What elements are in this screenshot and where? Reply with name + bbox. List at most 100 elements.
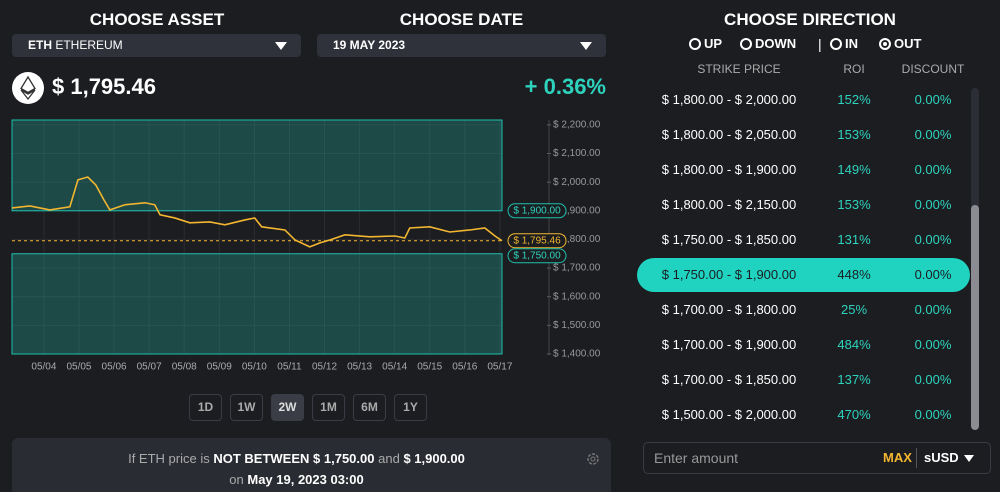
strike-price: $ 1,700.00 - $ 1,800.00 xyxy=(661,302,797,317)
table-header: ROI xyxy=(843,62,865,76)
strike-price: $ 1,800.00 - $ 1,900.00 xyxy=(661,162,797,177)
outside-range-box xyxy=(11,253,503,355)
date-value: 19 MAY 2023 xyxy=(333,38,406,52)
amount-placeholder: Enter amount xyxy=(654,450,739,466)
table-header: DISCOUNT xyxy=(901,62,965,76)
x-tick-label: 05/17 xyxy=(487,362,512,373)
outside-range-box xyxy=(11,119,503,212)
roi: 484% xyxy=(837,337,871,352)
scroll-thumb[interactable] xyxy=(971,205,979,430)
x-tick-label: 05/16 xyxy=(452,362,477,373)
amount-input[interactable]: Enter amount MAX sUSD xyxy=(643,442,991,474)
roi: 25% xyxy=(840,302,868,317)
x-tick-label: 05/09 xyxy=(207,362,232,373)
x-tick-label: 05/12 xyxy=(312,362,337,373)
radio-label: DOWN xyxy=(755,36,797,51)
roi: 149% xyxy=(837,162,871,177)
strike-price: $ 1,700.00 - $ 1,900.00 xyxy=(661,337,797,352)
y-tick-label: $ 2,200.00 xyxy=(553,120,601,131)
timeframe-button[interactable]: 2W xyxy=(271,394,304,421)
price-tag xyxy=(507,203,567,219)
y-tick-label: $ 1,700.00 xyxy=(553,263,601,274)
table-row[interactable]: $ 1,500.00 - $ 2,000.00 470% 0.00% xyxy=(637,398,970,432)
y-tick-label: $ 1,500.00 xyxy=(553,320,601,331)
discount: 0.00% xyxy=(914,127,952,142)
summary-text: If ETH price is xyxy=(128,451,210,466)
table-row[interactable]: $ 1,800.00 - $ 2,150.00 153% 0.00% xyxy=(637,188,970,222)
max-button[interactable]: MAX xyxy=(883,450,912,465)
roi: 137% xyxy=(837,372,871,387)
price-line xyxy=(11,176,503,248)
radio-circle xyxy=(830,38,842,50)
roi: 153% xyxy=(837,127,871,142)
x-tick-label: 05/04 xyxy=(31,362,56,373)
table-row[interactable]: $ 1,700.00 - $ 1,900.00 484% 0.00% xyxy=(637,328,970,362)
strike-price: $ 1,750.00 - $ 1,900.00 xyxy=(661,267,797,282)
y-tick-label: $ 1,600.00 xyxy=(553,291,601,302)
strike-price: $ 1,700.00 - $ 1,850.00 xyxy=(661,372,797,387)
discount: 0.00% xyxy=(914,302,952,317)
table-row[interactable]: $ 1,800.00 - $ 2,000.00 152% 0.00% xyxy=(637,83,970,117)
table-row[interactable]: $ 1,700.00 - $ 1,850.00 137% 0.00% xyxy=(637,363,970,397)
settings-icon[interactable] xyxy=(585,451,601,467)
table-row[interactable]: $ 1,750.00 - $ 1,900.00 448% 0.00% xyxy=(637,258,970,292)
price-chart: 05/04 05/05 05/06 05/07 05/08 05/09 05/10 05/11… xyxy=(11,119,601,373)
table-row[interactable]: $ 1,700.00 - $ 1,800.00 25% 0.00% xyxy=(637,293,970,327)
asset-select[interactable]: ETH ETHEREUM xyxy=(12,34,301,57)
summary-date: May 19, 2023 03:00 xyxy=(247,472,364,487)
table-row[interactable]: $ 1,750.00 - $ 1,850.00 131% 0.00% xyxy=(637,223,970,257)
strike-price: $ 1,800.00 - $ 2,150.00 xyxy=(661,197,797,212)
dropdown-arrow xyxy=(275,42,287,50)
discount: 0.00% xyxy=(914,372,952,387)
roi: 153% xyxy=(837,197,871,212)
discount: 0.00% xyxy=(914,407,952,422)
timeframe-button[interactable]: 1D xyxy=(189,394,222,421)
radio-label: IN xyxy=(845,36,858,51)
timeframe-button[interactable]: 1Y xyxy=(394,394,427,421)
x-tick-label: 05/14 xyxy=(382,362,407,373)
roi: 448% xyxy=(837,267,871,282)
date-select[interactable]: 19 MAY 2023 xyxy=(317,34,606,57)
direction-radio[interactable]: IN xyxy=(830,36,858,52)
summary-condition: NOT BETWEEN xyxy=(213,451,310,466)
y-tick-label: $ 1,900.00 xyxy=(553,205,601,216)
timeframe-button[interactable]: 6M xyxy=(353,394,386,421)
direction-radio[interactable]: OUT xyxy=(879,36,921,52)
x-tick-label: 05/07 xyxy=(137,362,162,373)
price-tag xyxy=(507,233,567,249)
discount: 0.00% xyxy=(914,232,952,247)
y-tick-label: $ 1,400.00 xyxy=(553,349,601,360)
roi: 470% xyxy=(837,407,871,422)
price-change: + 0.36% xyxy=(524,74,606,99)
discount: 0.00% xyxy=(914,162,952,177)
roi: 152% xyxy=(837,92,871,107)
summary-text: and xyxy=(378,451,400,466)
price-tag xyxy=(507,248,567,264)
dropdown-arrow xyxy=(964,455,974,462)
date-title: CHOOSE DATE xyxy=(399,10,524,29)
y-tick-label: $ 1,800.00 xyxy=(553,234,601,245)
roi: 131% xyxy=(837,232,871,247)
discount: 0.00% xyxy=(914,197,952,212)
x-tick-label: 05/11 xyxy=(277,362,302,373)
currency-select[interactable]: sUSD xyxy=(924,450,959,465)
strike-price: $ 1,800.00 - $ 2,050.00 xyxy=(661,127,797,142)
dropdown-arrow xyxy=(580,42,592,50)
price-tag-label: $ 1,795.46 xyxy=(513,235,561,246)
table-row[interactable]: $ 1,800.00 - $ 1,900.00 149% 0.00% xyxy=(637,153,970,187)
x-tick-label: 05/08 xyxy=(172,362,197,373)
table-row[interactable]: $ 1,800.00 - $ 2,050.00 153% 0.00% xyxy=(637,118,970,152)
timeframe-button[interactable]: 1W xyxy=(230,394,263,421)
scrollbar[interactable] xyxy=(971,88,979,430)
direction-radio[interactable]: DOWN xyxy=(740,36,796,52)
y-tick-label: $ 2,100.00 xyxy=(553,148,601,159)
summary-high: $ 1,900.00 xyxy=(403,451,465,466)
radio-circle xyxy=(689,38,701,50)
strike-price: $ 1,500.00 - $ 2,000.00 xyxy=(661,407,797,422)
asset-title: CHOOSE ASSET xyxy=(89,10,225,29)
timeframe-button[interactable]: 1M xyxy=(312,394,345,421)
separator: | xyxy=(818,36,822,52)
direction-radio[interactable]: UP xyxy=(689,36,722,52)
x-tick-label: 05/13 xyxy=(347,362,372,373)
